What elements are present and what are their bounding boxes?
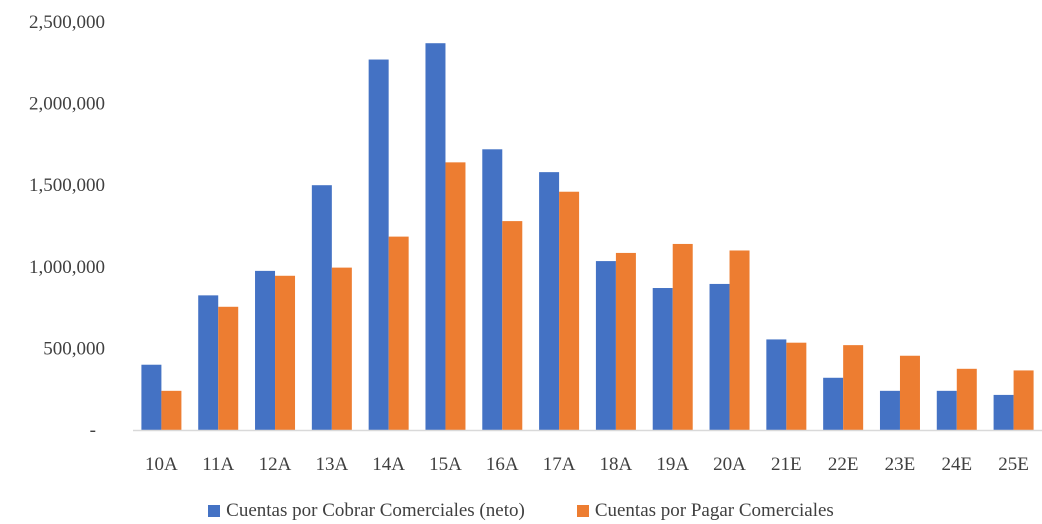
x-tick-label: 15A xyxy=(429,454,462,475)
bar-pagar-21E xyxy=(786,342,807,430)
bar-pagar-19A xyxy=(672,243,693,430)
bar-pagar-17A xyxy=(559,191,580,430)
x-tick-label: 22E xyxy=(828,454,859,475)
bar-cobrar-23E xyxy=(879,390,900,430)
y-tick-label: - xyxy=(90,420,96,441)
bar-cobrar-12A xyxy=(255,270,276,430)
x-axis: 10A 11A 12A 13A 14A 15A 16A 17A 18A 19A 20A 21E 22E 2… xyxy=(145,454,1029,475)
x-tick-label: 13A xyxy=(315,454,348,475)
bar-cobrar-20A xyxy=(709,283,730,430)
bar-pagar-15A xyxy=(445,162,466,431)
x-tick-label: 19A xyxy=(656,454,689,475)
bar-pagar-16A xyxy=(502,221,523,430)
legend-swatch-cobrar xyxy=(208,505,221,517)
x-tick-label: 14A xyxy=(372,454,405,475)
bar-pagar-10A xyxy=(161,390,182,430)
legend: Cuentas por Cobrar Comerciales (neto) Cu… xyxy=(0,498,1042,524)
x-tick-label: 20A xyxy=(713,454,746,475)
legend-label-cobrar: Cuentas por Cobrar Comerciales (neto) xyxy=(226,500,525,521)
x-tick-label: 16A xyxy=(486,454,519,475)
bar-cobrar-24E xyxy=(936,390,957,430)
bar-cobrar-19A xyxy=(652,288,673,430)
legend-item-pagar: Cuentas por Pagar Comerciales xyxy=(576,500,834,522)
bar-cobrar-10A xyxy=(141,364,162,430)
bar-cobrar-15A xyxy=(425,43,446,430)
x-tick-label: 17A xyxy=(543,454,576,475)
bar-pagar-20A xyxy=(729,250,750,430)
legend-label-pagar: Cuentas por Pagar Comerciales xyxy=(594,500,834,521)
x-tick-label: 24E xyxy=(941,454,972,475)
legend-swatch-pagar xyxy=(576,505,589,517)
y-tick-label: 1,500,000 xyxy=(29,175,105,196)
bar-cobrar-11A xyxy=(198,295,219,430)
bar-cobrar-25E xyxy=(993,394,1014,430)
x-tick-label: 18A xyxy=(600,454,633,475)
bar-pagar-13A xyxy=(331,267,352,430)
x-tick-label: 21E xyxy=(771,454,802,475)
legend-item-cobrar: Cuentas por Cobrar Comerciales (neto) xyxy=(208,500,525,522)
y-tick-label: 2,500,000 xyxy=(29,12,105,33)
x-tick-label: 23E xyxy=(885,454,916,475)
bar-pagar-11A xyxy=(218,306,239,430)
bar-pagar-25E xyxy=(1013,370,1034,430)
bar-cobrar-16A xyxy=(482,149,503,430)
bar-pagar-18A xyxy=(615,252,636,430)
bar-cobrar-18A xyxy=(595,261,616,430)
bars xyxy=(141,43,1034,431)
y-tick-label: 500,000 xyxy=(43,338,105,359)
x-tick-label: 25E xyxy=(998,454,1029,475)
x-tick-label: 11A xyxy=(202,454,234,475)
y-axis: - 500,000 1,000,000 1,500,000 2,000,000 2,500… xyxy=(29,12,105,441)
bar-cobrar-14A xyxy=(368,59,389,430)
bar-pagar-24E xyxy=(956,368,977,430)
bar-pagar-14A xyxy=(388,236,409,430)
bar-cobrar-17A xyxy=(539,172,560,431)
x-tick-label: 12A xyxy=(259,454,292,475)
bar-pagar-23E xyxy=(899,355,920,430)
y-tick-label: 1,000,000 xyxy=(29,257,105,278)
bar-cobrar-22E xyxy=(823,377,844,430)
x-tick-label: 10A xyxy=(145,454,178,475)
y-tick-label: 2,000,000 xyxy=(29,94,105,115)
bar-cobrar-13A xyxy=(311,185,332,430)
bar-pagar-22E xyxy=(843,345,864,430)
bar-pagar-12A xyxy=(275,275,296,430)
bar-cobrar-21E xyxy=(766,339,787,430)
